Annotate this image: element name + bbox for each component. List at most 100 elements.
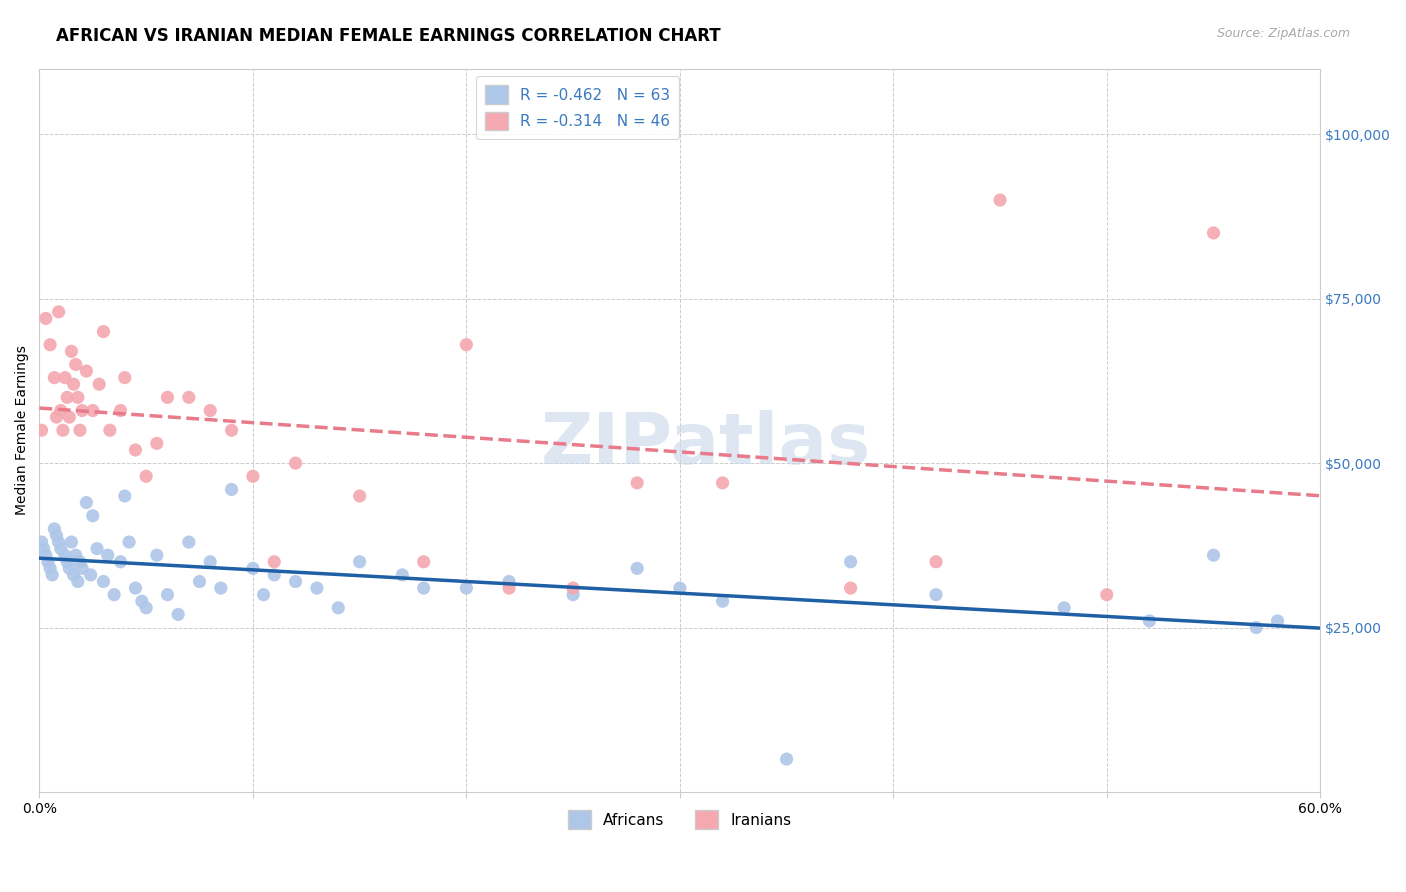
Point [65, 548, 87, 562]
Point [31, 423, 53, 437]
Point [146, 548, 169, 562]
Point [498, 574, 520, 589]
Point [562, 588, 585, 602]
Point [124, 581, 146, 595]
Legend: Africans, Iranians: Africans, Iranians [562, 804, 797, 835]
Point [31, 535, 53, 549]
Point [156, 390, 179, 404]
Point [135, 600, 157, 615]
Point [1244, 621, 1267, 635]
Point [82, 403, 104, 417]
Point [221, 423, 243, 437]
Point [284, 574, 307, 589]
Point [1202, 226, 1225, 240]
Point [118, 535, 141, 549]
Point [456, 337, 478, 351]
Point [79, 568, 101, 582]
Point [839, 555, 862, 569]
Point [48, 305, 70, 319]
Point [562, 581, 585, 595]
Point [114, 370, 136, 384]
Point [305, 581, 328, 595]
Point [177, 390, 200, 404]
Point [198, 403, 221, 417]
Point [58, 410, 80, 425]
Point [1139, 614, 1161, 628]
Point [498, 581, 520, 595]
Point [391, 568, 413, 582]
Point [66, 574, 89, 589]
Point [110, 555, 132, 569]
Point [925, 555, 948, 569]
Point [135, 469, 157, 483]
Point [70, 561, 93, 575]
Point [1053, 600, 1076, 615]
Point [45, 410, 67, 425]
Point [62, 377, 84, 392]
Point [98, 423, 121, 437]
Point [328, 600, 350, 615]
Point [93, 574, 115, 589]
Point [412, 555, 434, 569]
Point [32, 541, 55, 556]
Point [56, 555, 79, 569]
Point [60, 344, 83, 359]
Point [35, 311, 58, 326]
Point [626, 475, 648, 490]
Point [53, 548, 76, 562]
Point [56, 390, 79, 404]
Point [988, 193, 1011, 207]
Point [198, 555, 221, 569]
Point [86, 541, 108, 556]
Point [221, 483, 243, 497]
Point [70, 403, 93, 417]
Point [669, 581, 692, 595]
Point [69, 423, 91, 437]
Point [925, 588, 948, 602]
Point [349, 555, 371, 569]
Point [242, 469, 264, 483]
Point [97, 548, 120, 562]
Point [412, 581, 434, 595]
Point [37, 555, 59, 569]
Point [242, 561, 264, 575]
Point [284, 456, 307, 470]
Point [75, 364, 97, 378]
Point [252, 588, 274, 602]
Point [711, 475, 734, 490]
Point [58, 561, 80, 575]
Point [626, 561, 648, 575]
Point [45, 528, 67, 542]
Point [53, 370, 76, 384]
Point [263, 568, 285, 582]
Point [62, 568, 84, 582]
Point [167, 607, 190, 622]
Point [89, 377, 111, 392]
Point [75, 495, 97, 509]
Point [93, 325, 115, 339]
Point [1202, 548, 1225, 562]
Point [52, 423, 75, 437]
Point [82, 508, 104, 523]
Text: ZIPatlas: ZIPatlas [540, 410, 870, 479]
Point [49, 541, 72, 556]
Point [103, 588, 125, 602]
Point [456, 581, 478, 595]
Point [775, 752, 797, 766]
Point [114, 489, 136, 503]
Point [146, 436, 169, 450]
Point [1267, 614, 1289, 628]
Point [124, 442, 146, 457]
Point [263, 555, 285, 569]
Point [349, 489, 371, 503]
Point [711, 594, 734, 608]
Text: Source: ZipAtlas.com: Source: ZipAtlas.com [1216, 27, 1350, 40]
Point [60, 535, 83, 549]
Point [188, 574, 211, 589]
Point [44, 370, 66, 384]
Point [39, 337, 62, 351]
Point [39, 561, 62, 575]
Point [41, 568, 63, 582]
Point [209, 581, 232, 595]
Point [65, 358, 87, 372]
